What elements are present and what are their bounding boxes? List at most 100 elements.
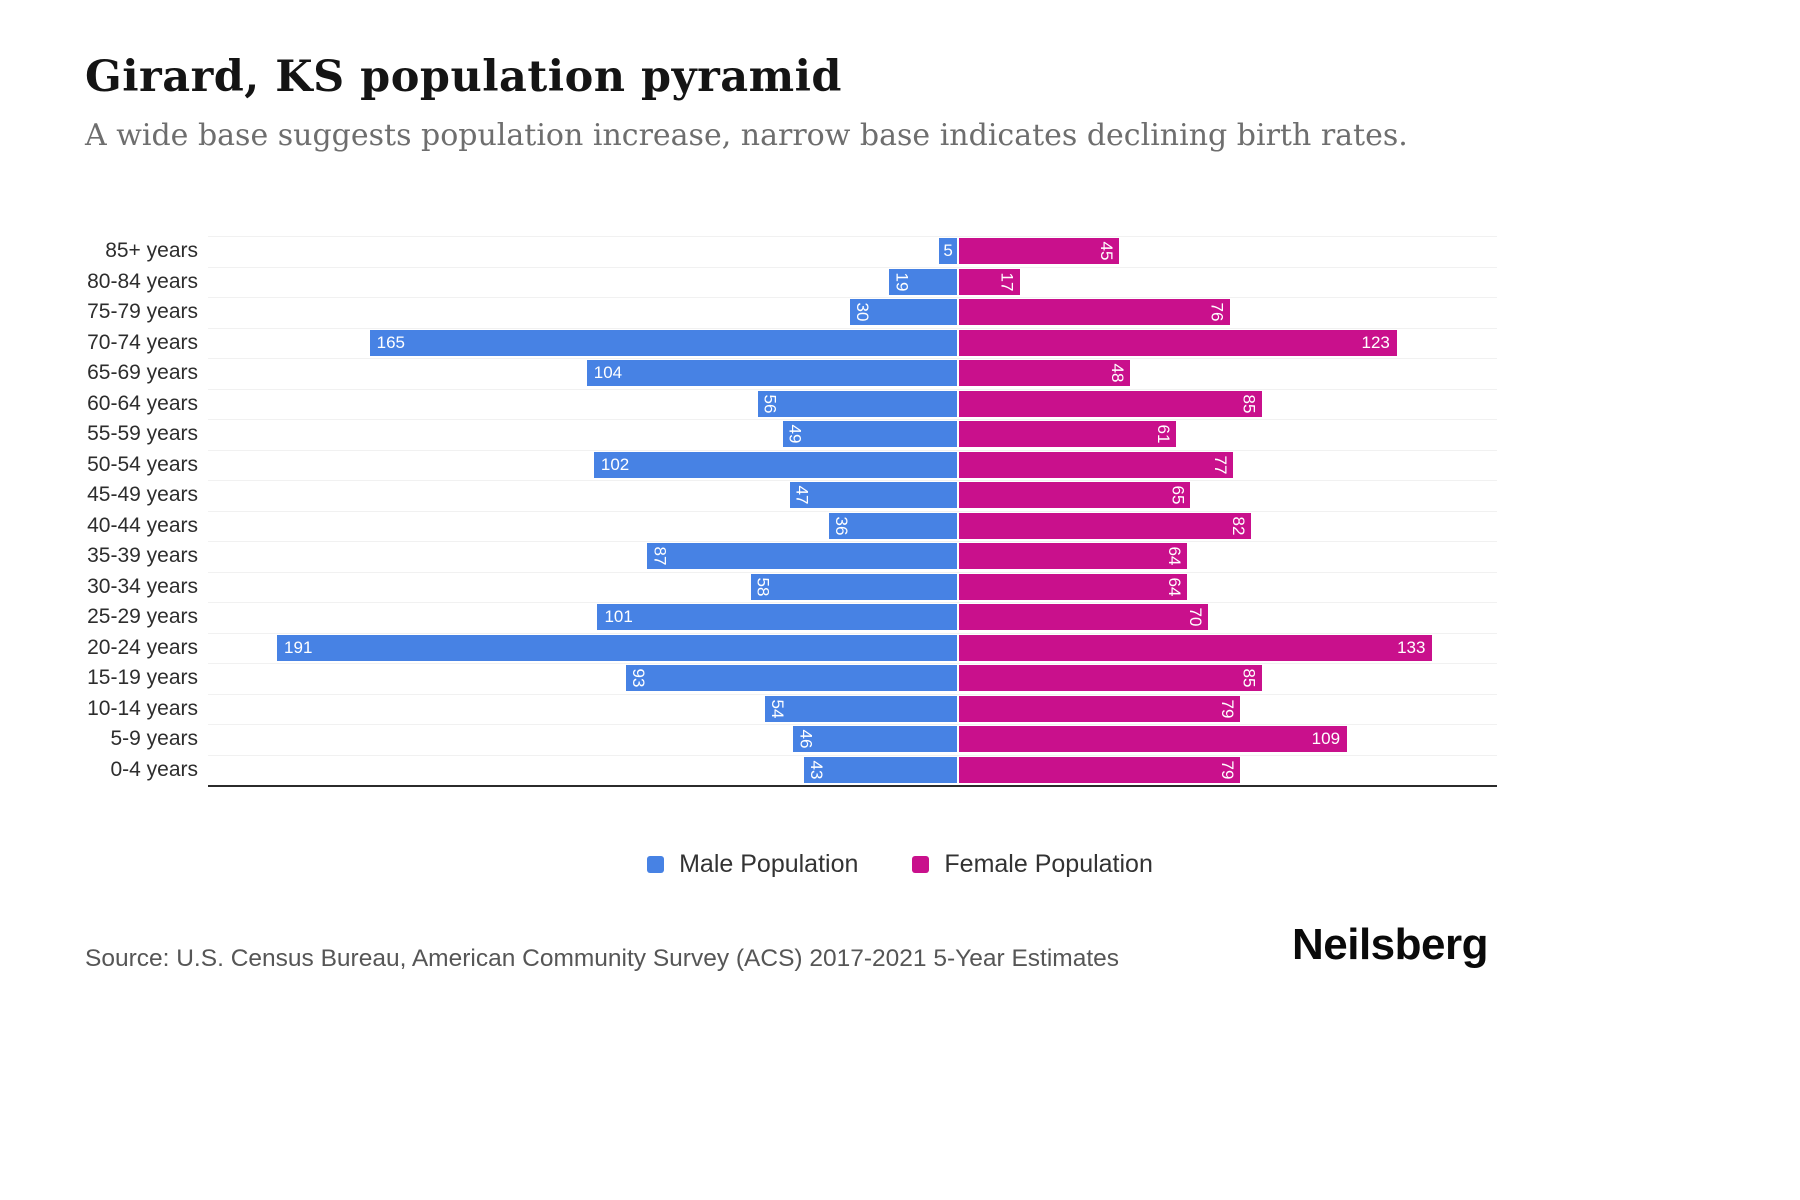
- male-bar[interactable]: 5: [939, 238, 957, 264]
- pyramid-row: 40-44 years 36 82: [0, 510, 1800, 542]
- male-value-label: 165: [376, 332, 405, 352]
- gridline: [208, 327, 1497, 329]
- male-value-label: 87: [650, 546, 670, 566]
- page-title: Girard, KS population pyramid: [85, 52, 842, 102]
- gridline: [208, 663, 1497, 664]
- female-value-label: 64: [1164, 577, 1184, 596]
- male-value-label: 58: [753, 577, 773, 596]
- male-bar[interactable]: 46: [793, 726, 957, 752]
- pyramid-row: 85+ years 5 45: [0, 236, 1800, 267]
- male-bar[interactable]: 102: [593, 451, 957, 478]
- neilsberg-logo: Neilsberg: [1291, 920, 1489, 969]
- age-label: 60-64 years: [87, 391, 198, 415]
- male-legend-swatch: [647, 856, 665, 873]
- female-bar[interactable]: 123: [959, 329, 1397, 356]
- female-value-label: 76: [1207, 302, 1227, 322]
- legend-item-female[interactable]: Female Population: [912, 850, 1153, 879]
- male-bar[interactable]: 87: [647, 543, 957, 569]
- pyramid-row: 0-4 years 43 79: [0, 754, 1800, 786]
- pyramid-row: 10-14 years 54 79: [0, 693, 1800, 725]
- male-value-label: 19: [892, 272, 912, 291]
- male-bar[interactable]: 58: [750, 573, 957, 600]
- gridline: [208, 480, 1497, 481]
- pyramid-row: 80-84 years 19 17: [0, 266, 1800, 298]
- gridline: [208, 449, 1497, 451]
- pyramid-row: 20-24 years 191 133: [0, 632, 1800, 664]
- female-bar[interactable]: 76: [959, 299, 1230, 325]
- male-value-label: 101: [604, 607, 633, 626]
- pyramid-row: 75-79 years 30 76: [0, 297, 1800, 328]
- x-axis-baseline: [208, 785, 1497, 787]
- female-bar[interactable]: 45: [959, 238, 1120, 264]
- female-bar[interactable]: 48: [959, 360, 1130, 386]
- gridline: [208, 754, 1497, 756]
- female-bar[interactable]: 64: [959, 573, 1187, 600]
- female-bar[interactable]: 79: [959, 756, 1241, 783]
- male-bar[interactable]: 93: [625, 665, 957, 691]
- female-bar[interactable]: 61: [959, 421, 1177, 447]
- male-value-label: 46: [796, 729, 816, 749]
- pyramid-row: 25-29 years 101 70: [0, 602, 1800, 633]
- page-subtitle: A wide base suggests population increase…: [85, 118, 1408, 153]
- source-attribution: Source: U.S. Census Bureau, American Com…: [85, 945, 1120, 972]
- pyramid-row: 45-49 years 47 65: [0, 480, 1800, 511]
- female-bar[interactable]: 65: [959, 482, 1191, 508]
- male-bar[interactable]: 19: [889, 268, 957, 295]
- age-label: 10-14 years: [87, 696, 198, 720]
- female-bar[interactable]: 17: [959, 268, 1020, 295]
- male-bar[interactable]: 165: [369, 329, 957, 356]
- female-bar[interactable]: 133: [959, 634, 1433, 661]
- age-label: 40-44 years: [87, 513, 198, 537]
- male-legend-label: Male Population: [679, 850, 859, 878]
- female-bar[interactable]: 82: [959, 512, 1251, 539]
- female-value-label: 64: [1164, 546, 1184, 566]
- age-label: 75-79 years: [87, 300, 198, 323]
- gridline: [208, 388, 1497, 390]
- female-value-label: 65: [1168, 485, 1188, 505]
- chart-legend: Male Population Female Population: [0, 850, 1800, 879]
- male-bar[interactable]: 43: [803, 756, 957, 783]
- gridline: [208, 541, 1497, 542]
- pyramid-row: 5-9 years 46 109: [0, 724, 1800, 755]
- male-bar[interactable]: 49: [782, 421, 957, 447]
- female-value-label: 77: [1211, 455, 1231, 474]
- legend-item-male[interactable]: Male Population: [647, 850, 858, 879]
- male-bar[interactable]: 101: [597, 604, 957, 630]
- female-value-label: 123: [1361, 332, 1390, 352]
- female-value-label: 133: [1397, 637, 1426, 657]
- male-value-label: 102: [600, 454, 630, 474]
- age-label: 5-9 years: [110, 727, 198, 750]
- male-bar[interactable]: 36: [828, 512, 957, 539]
- age-label: 25-29 years: [87, 605, 198, 628]
- gridline: [208, 236, 1497, 237]
- male-bar[interactable]: 104: [586, 360, 957, 386]
- female-legend-label: Female Population: [944, 850, 1153, 878]
- female-value-label: 17: [997, 272, 1017, 291]
- female-value-label: 109: [1311, 729, 1341, 748]
- male-bar[interactable]: 191: [277, 634, 957, 661]
- age-label: 80-84 years: [87, 269, 198, 293]
- male-bar[interactable]: 30: [850, 299, 957, 325]
- pyramid-row: 60-64 years 56 85: [0, 388, 1800, 420]
- male-value-label: 30: [853, 302, 873, 322]
- pyramid-row: 65-69 years 104 48: [0, 358, 1800, 389]
- female-bar[interactable]: 70: [959, 604, 1209, 630]
- female-bar[interactable]: 79: [959, 695, 1241, 722]
- male-value-label: 56: [760, 394, 780, 413]
- male-bar[interactable]: 56: [757, 390, 957, 417]
- female-bar[interactable]: 64: [959, 543, 1187, 569]
- male-value-label: 191: [284, 637, 313, 657]
- age-label: 20-24 years: [87, 635, 198, 659]
- pyramid-row: 55-59 years 49 61: [0, 419, 1800, 450]
- female-bar[interactable]: 85: [959, 390, 1262, 417]
- pyramid-chart: 85+ years 5 45 80-84 years 19 17 75-79 years 30…: [0, 236, 1800, 787]
- female-bar[interactable]: 77: [959, 451, 1234, 478]
- male-value-label: 36: [831, 516, 851, 535]
- female-value-label: 45: [1097, 241, 1117, 261]
- female-value-label: 79: [1218, 760, 1238, 779]
- male-bar[interactable]: 54: [764, 695, 957, 722]
- female-bar[interactable]: 109: [959, 726, 1348, 752]
- female-bar[interactable]: 85: [959, 665, 1262, 691]
- male-bar[interactable]: 47: [789, 482, 957, 508]
